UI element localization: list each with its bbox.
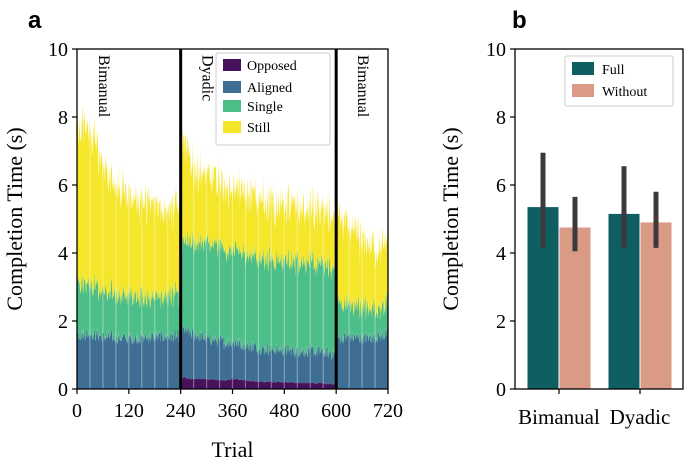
x-tick-label: 240 xyxy=(166,400,196,422)
panel-b-frame xyxy=(514,48,684,390)
bar-without-bimanual xyxy=(559,227,591,389)
area-series-opposed xyxy=(77,376,388,389)
y-tick-label: 2 xyxy=(496,311,506,333)
panel-a-gridlines xyxy=(89,49,376,389)
panel-b-bar-chart: b 0 2 4 6 8 10 Bimanual Dyadic Completion Time… xyxy=(438,7,684,429)
legend-swatch-aligned xyxy=(223,81,241,93)
y-tick-label: 4 xyxy=(496,243,506,265)
phase-label: Bimanual xyxy=(95,55,112,118)
x-tick-label: 0 xyxy=(72,400,82,422)
y-tick-label: 10 xyxy=(486,39,506,61)
x-tick-label: Dyadic xyxy=(610,405,671,429)
y-tick-label: 4 xyxy=(58,243,68,265)
panel-b-label: b xyxy=(512,7,527,34)
panel-a-area-chart: a Bimanual Dyadic Bimanual 0 2 4 6 8 10 0 120 240… xyxy=(2,7,403,462)
phase-label: Dyadic xyxy=(199,55,216,101)
legend-label-still: Still xyxy=(247,121,270,136)
panel-b-x-ticks: Bimanual Dyadic xyxy=(518,389,670,429)
x-tick-label: 360 xyxy=(218,400,248,422)
panel-a-legend: Opposed Aligned Single Still xyxy=(215,52,331,146)
y-tick-label: 6 xyxy=(58,175,68,197)
area-series-aligned xyxy=(77,322,388,389)
legend-swatch-single xyxy=(223,100,241,112)
legend-label-full: Full xyxy=(602,63,625,78)
panel-a-y-ticks: 0 2 4 6 8 10 xyxy=(48,39,77,401)
phase-label: Bimanual xyxy=(354,55,371,118)
y-tick-label: 10 xyxy=(48,39,68,61)
y-tick-label: 0 xyxy=(58,379,68,401)
legend-swatch-still xyxy=(223,121,241,133)
panel-a-x-axis-label: Trial xyxy=(212,437,254,460)
panel-b-y-axis-label: Completion Time (s) xyxy=(438,127,463,310)
legend-swatch-opposed xyxy=(223,59,241,71)
legend-label-single: Single xyxy=(247,100,283,115)
panel-a-x-ticks: 0 120 240 360 480 600 720 xyxy=(72,389,403,422)
x-tick-label: 720 xyxy=(373,400,403,422)
x-tick-label: 120 xyxy=(114,400,144,422)
panel-b-bars xyxy=(527,152,672,389)
area-series-single xyxy=(77,227,388,361)
legend-swatch-full xyxy=(572,62,594,75)
legend-swatch-without xyxy=(572,84,594,97)
x-tick-label: Bimanual xyxy=(518,405,600,429)
panel-a-areas xyxy=(77,104,388,389)
panel-a-phase-labels: Bimanual Dyadic Bimanual xyxy=(95,55,371,118)
y-tick-label: 8 xyxy=(496,107,506,129)
y-tick-label: 2 xyxy=(58,311,68,333)
y-tick-label: 0 xyxy=(496,379,506,401)
legend-label-opposed: Opposed xyxy=(247,59,297,74)
y-tick-label: 6 xyxy=(496,175,506,197)
panel-a-label: a xyxy=(28,7,42,34)
bar-without-dyadic xyxy=(640,222,672,389)
y-tick-label: 8 xyxy=(58,107,68,129)
legend-label-without: Without xyxy=(602,85,647,100)
legend-label-aligned: Aligned xyxy=(247,81,292,96)
x-tick-label: 480 xyxy=(269,400,299,422)
panel-b-legend: Full Without xyxy=(564,55,674,107)
x-tick-label: 600 xyxy=(321,400,351,422)
panel-b-y-ticks: 0 2 4 6 8 10 xyxy=(486,39,515,401)
panel-a-y-axis-label: Completion Time (s) xyxy=(2,127,27,310)
panel-a-phase-boundaries xyxy=(179,49,338,389)
area-series-still xyxy=(77,104,388,321)
